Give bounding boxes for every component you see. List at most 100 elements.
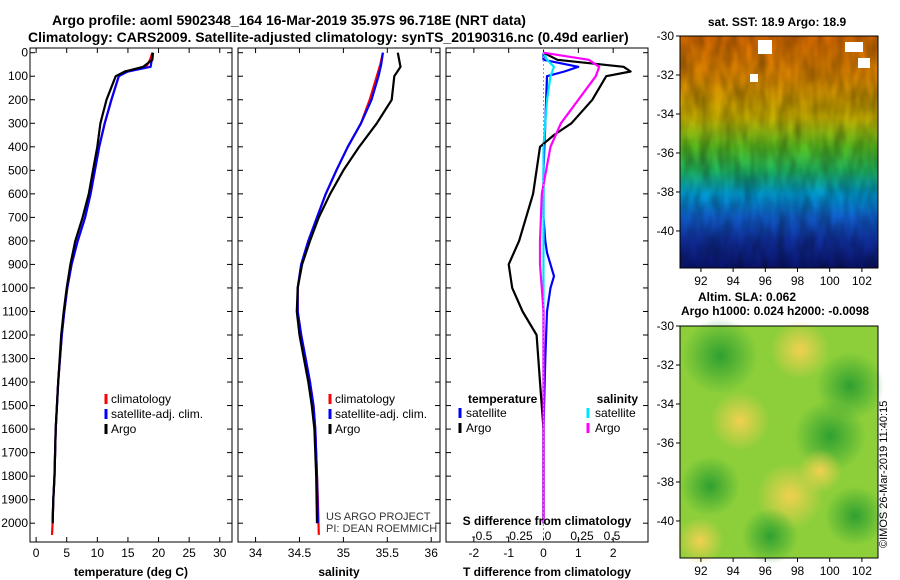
sst_map-xtick-label: 98 <box>791 274 805 288</box>
sst-cloud-patch <box>750 74 758 82</box>
sst_map-xtick-label: 96 <box>759 274 773 288</box>
sla_map-panel <box>676 318 885 565</box>
temperature-xtick-label: 10 <box>91 546 105 560</box>
title-line-2: Climatology: CARS2009. Satellite-adjuste… <box>28 29 629 45</box>
salinity-xtick-label: 35.5 <box>376 546 400 560</box>
diff-legend-temp-label: satellite <box>466 406 507 420</box>
depth-tick-label: 600 <box>8 187 28 201</box>
sla-map-title: Altim. SLA: 0.062 <box>698 290 796 304</box>
salinity-series-argo <box>295 52 402 524</box>
difference-panel <box>445 47 649 543</box>
depth-tick-label: 1700 <box>1 446 28 460</box>
depth-tick-label: 1300 <box>1 352 28 366</box>
difference-xtick-label: -2 <box>469 546 480 560</box>
temperature-series-argo <box>51 52 155 524</box>
sla_map-xtick-label: 102 <box>852 564 872 578</box>
depth-tick-label: 0 <box>21 46 28 60</box>
diff-xtick2-label: -0.5 <box>472 529 493 543</box>
diff-xtick2-label: 0.5 <box>604 529 621 543</box>
temperature-panel <box>29 47 233 543</box>
difference-xtick-label: 2 <box>610 546 617 560</box>
temperature-xlabel: temperature (deg C) <box>74 565 188 579</box>
difference-series-satellite-t <box>542 52 580 524</box>
sst_map-ytick-label: -40 <box>657 224 675 238</box>
difference-series-satellite-s <box>542 52 556 524</box>
salinity-series-satellite-adj-clim- <box>296 52 384 524</box>
sst_map-xtick-label: 92 <box>694 274 708 288</box>
depth-tick-label: 1900 <box>1 493 28 507</box>
depth-tick-label: 500 <box>8 163 28 177</box>
diff-legend-sal-title: salinity <box>597 392 639 406</box>
sst-cloud-patch <box>845 42 863 52</box>
diff-xtick2-label: 0 <box>545 529 552 543</box>
temperature-xtick-label: 20 <box>152 546 166 560</box>
sla_map-ytick-label: -34 <box>657 397 675 411</box>
sst-cloud-patch <box>758 40 772 54</box>
sla-blob <box>770 320 830 380</box>
depth-tick-label: 1500 <box>1 399 28 413</box>
temperature-xtick-label: 30 <box>213 546 227 560</box>
depth-tick-label: 1000 <box>1 281 28 295</box>
salinity-panel <box>237 47 441 543</box>
sla-blob <box>680 456 740 516</box>
sla_map-ytick-label: -30 <box>657 319 675 333</box>
sla-blob <box>676 517 724 565</box>
depth-tick-label: 1100 <box>2 304 28 318</box>
salinity-annotation: PI: DEAN ROEMMICH <box>326 523 437 535</box>
salinity-xtick-label: 35 <box>337 546 351 560</box>
sst_map-ytick-label: -34 <box>657 107 675 121</box>
depth-tick-label: 1800 <box>1 469 28 483</box>
temperature-legend-label: Argo <box>111 422 137 436</box>
sla-blob <box>682 318 758 394</box>
temperature-frame <box>29 47 233 543</box>
difference-frame <box>445 47 649 543</box>
temperature-xtick-label: 15 <box>121 546 135 560</box>
sst_map-ytick-label: -38 <box>657 185 675 199</box>
diff-legend-temp-title: temperature <box>468 392 538 406</box>
difference-series-argo-t <box>507 51 632 524</box>
sla_map-xtick-label: 98 <box>791 564 805 578</box>
sla-map-subtitle: Argo h1000: 0.024 h2000: -0.0098 <box>681 304 869 318</box>
depth-tick-label: 2000 <box>1 516 28 530</box>
sst-map-title: sat. SST: 18.9 Argo: 18.9 <box>708 15 847 29</box>
sla_map-xtick-label: 92 <box>694 564 708 578</box>
depth-tick-label: 200 <box>8 93 28 107</box>
depth-tick-label: 700 <box>8 210 28 224</box>
salinity-xtick-label: 34.5 <box>288 546 312 560</box>
difference-xlabel: T difference from climatology <box>463 565 631 579</box>
salinity-series-climatology <box>296 52 384 535</box>
sla_map-xtick-label: 94 <box>726 564 740 578</box>
depth-tick-label: 1600 <box>1 422 28 436</box>
sst_map-frame <box>679 35 879 269</box>
salinity-frame <box>237 47 441 543</box>
difference-xtick-label: 1 <box>575 546 582 560</box>
sst_map-ytick-label: -32 <box>657 68 675 82</box>
diff-legend-sal-label: satellite <box>595 406 636 420</box>
sla_map-ytick-label: -32 <box>657 358 675 372</box>
depth-tick-label: 1400 <box>1 375 28 389</box>
sla_map-ytick-label: -38 <box>657 475 675 489</box>
timestamp-watermark: ©IMOS 26-Mar-2019 11:40:15 <box>878 400 890 548</box>
salinity-legend-label: climatology <box>335 392 395 406</box>
sst_map-ytick-label: -30 <box>657 29 675 43</box>
sst_map-ytick-label: -36 <box>657 146 675 160</box>
depth-tick-label: 900 <box>8 257 28 271</box>
difference-series-argo-s <box>538 51 601 524</box>
salinity-xtick-label: 34 <box>249 546 263 560</box>
sst-texture <box>680 36 878 268</box>
depth-tick-label: 300 <box>8 116 28 130</box>
temperature-legend-label: climatology <box>111 392 171 406</box>
temperature-xtick-label: 0 <box>33 546 40 560</box>
salinity-xlabel: salinity <box>318 565 360 579</box>
depth-tick-label: 100 <box>8 69 28 83</box>
sla_map-xtick-label: 100 <box>820 564 840 578</box>
sst_map-xtick-label: 100 <box>820 274 840 288</box>
depth-tick-label: 1200 <box>1 328 28 342</box>
diff-legend-sal-label: Argo <box>595 421 621 435</box>
sst_map-xtick-label: 94 <box>726 274 740 288</box>
diff-xtick2-label: 0.25 <box>570 529 594 543</box>
title-line-1: Argo profile: aoml 5902348_164 16-Mar-20… <box>52 12 526 28</box>
diff-xtick2-label: -0.25 <box>505 529 533 543</box>
